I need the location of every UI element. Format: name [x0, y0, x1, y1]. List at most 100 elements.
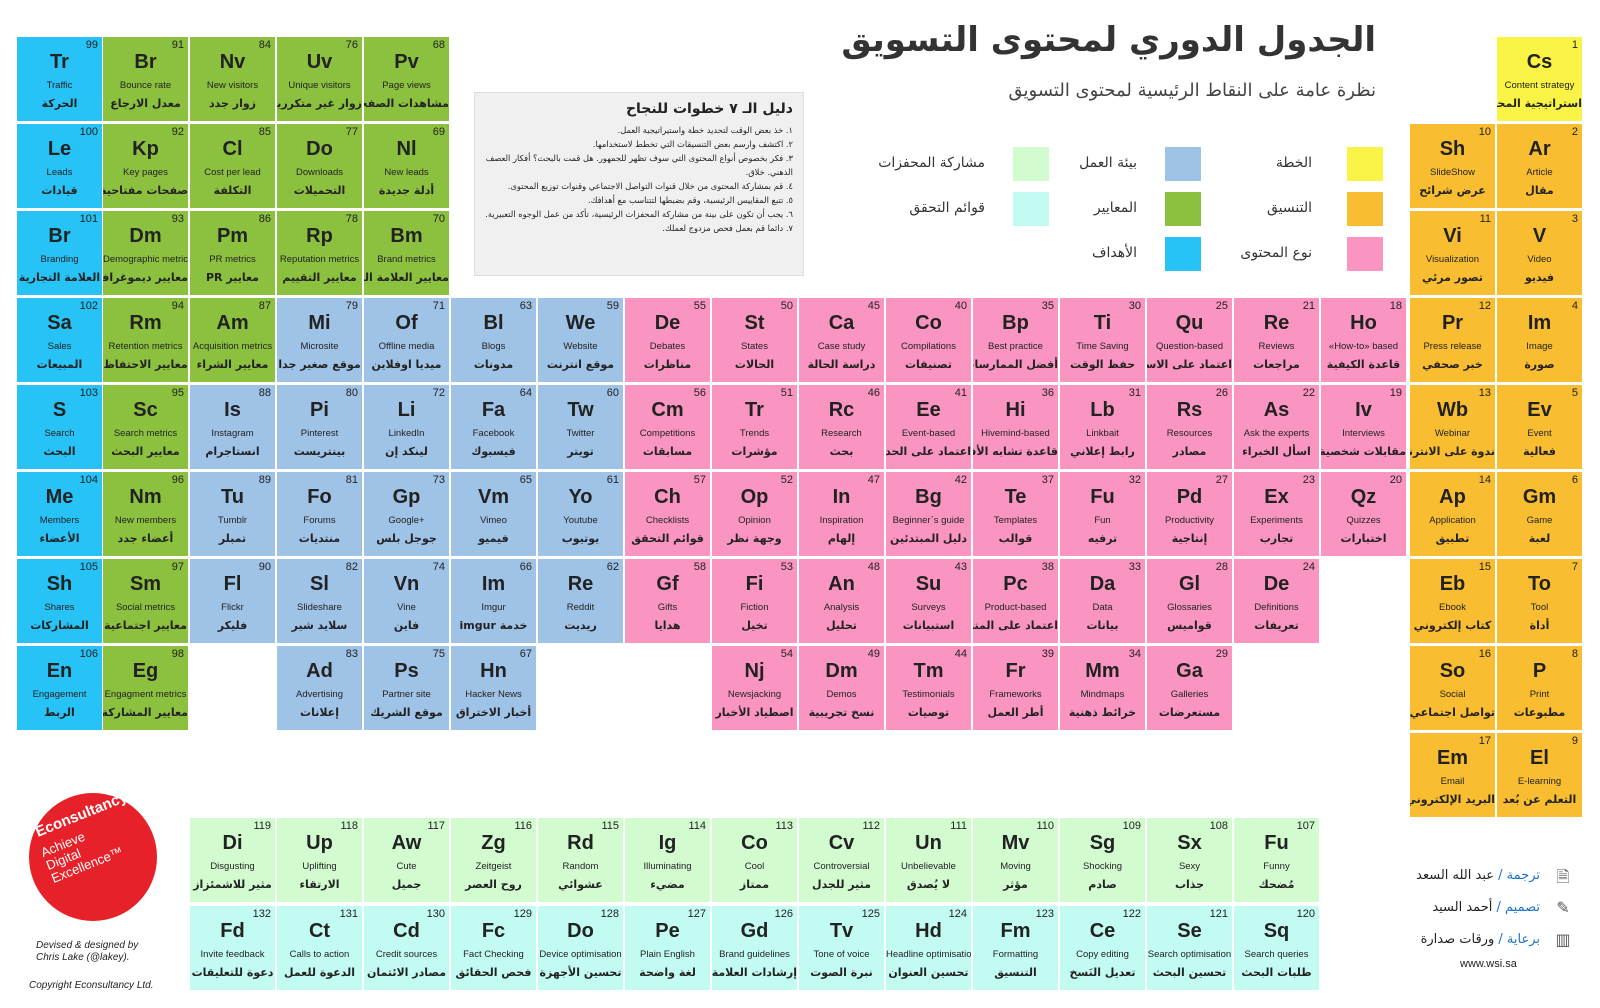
element-english-name: Print	[1529, 689, 1550, 700]
element-english-name: Flickr	[221, 602, 244, 613]
element-number: 45	[867, 300, 880, 312]
legend-label: نوع المحتوى	[1240, 245, 1312, 261]
element-cell: 14 Ap Application تطبيق	[1410, 472, 1495, 556]
legend-swatch	[1347, 192, 1383, 226]
element-arabic-name: عشوائي	[558, 878, 603, 891]
element-symbol: Gd	[740, 920, 769, 942]
element-english-name: Unbelievable	[901, 861, 956, 872]
element-english-name: Tumblr	[217, 515, 248, 526]
element-cell: 18 Ho «How-to» based قاعدة الكيفية	[1321, 298, 1406, 382]
element-arabic-name: عرض شرائح	[1419, 184, 1486, 197]
element-arabic-name: البحث	[43, 445, 76, 458]
element-cell: 123 Fm Formatting التنسيق	[973, 906, 1058, 990]
element-english-name: Analysis	[823, 602, 860, 613]
element-symbol: Gf	[656, 573, 679, 595]
element-cell: 122 Ce Copy editing تعديل النَسخ	[1060, 906, 1145, 990]
element-symbol: S	[52, 399, 67, 421]
element-arabic-name: جوجل بلس	[376, 532, 437, 545]
element-arabic-name: مستعرضات	[1158, 706, 1221, 719]
element-symbol: Fi	[745, 573, 764, 595]
legend-swatch	[1165, 147, 1201, 181]
element-cell: 69 Nl New leads أدلة جديدة	[364, 124, 449, 208]
element-cell: 10 Sh SlideShow عرض شرائح	[1410, 124, 1495, 208]
element-arabic-name: إلهام	[827, 532, 856, 545]
element-english-name: Sales	[47, 341, 72, 352]
element-symbol: Sh	[1439, 138, 1466, 160]
element-symbol: De	[1263, 573, 1290, 595]
element-arabic-name: كتاب إلكتروني	[1413, 619, 1492, 632]
legend-label: الخطة	[1275, 155, 1312, 171]
element-english-name: Cost per lead	[204, 167, 261, 178]
element-english-name: Website	[563, 341, 598, 352]
element-symbol: Gl	[1178, 573, 1201, 595]
element-english-name: Credit sources	[375, 949, 438, 960]
element-arabic-name: قاعدة تشابه الأفكار	[973, 445, 1058, 458]
element-cell: 55 De Debates مناظرات	[625, 298, 710, 382]
element-english-name: Article	[1526, 167, 1553, 178]
element-english-name: Case study	[817, 341, 866, 352]
element-arabic-name: بحث	[829, 445, 854, 458]
element-english-name: Unique visitors	[288, 80, 351, 91]
element-arabic-name: استراتيجية المحتوى	[1497, 97, 1582, 110]
element-arabic-name: الأعضاء	[39, 532, 80, 545]
element-cell: 129 Fc Fact Checking فحص الحقائق	[451, 906, 536, 990]
element-symbol: So	[1439, 660, 1466, 682]
element-symbol: Cv	[828, 832, 855, 854]
element-arabic-name: مطبوعات	[1513, 706, 1566, 719]
element-english-name: Cute	[396, 861, 417, 872]
element-english-name: Resources	[1166, 428, 1213, 439]
element-symbol: En	[46, 660, 73, 682]
element-arabic-name: ندوة على الانترنت	[1410, 445, 1495, 458]
element-cell: 27 Pd Productivity إنتاجية	[1147, 472, 1232, 556]
element-english-name: Search	[44, 428, 75, 439]
element-cell: 16 So Social تواصل اجتماعي	[1410, 646, 1495, 730]
element-cell: 48 An Analysis تحليل	[799, 559, 884, 643]
element-number: 90	[258, 561, 271, 573]
element-symbol: Hi	[1005, 399, 1026, 421]
element-english-name: SlideShow	[1430, 167, 1475, 178]
element-english-name: Hivemind-based	[981, 428, 1050, 439]
element-arabic-name: صادم	[1088, 878, 1117, 891]
element-number: 3	[1571, 213, 1578, 225]
element-cell: 82 Sl Slideshare سلايد شير	[277, 559, 362, 643]
element-number: 14	[1478, 474, 1491, 486]
element-number: 40	[954, 300, 967, 312]
element-arabic-name: لغة واضحة	[639, 966, 696, 979]
element-number: 115	[601, 820, 619, 832]
element-cell: 6 Gm Game لعبة	[1497, 472, 1582, 556]
element-number: 67	[519, 648, 532, 660]
element-symbol: Ex	[1264, 486, 1289, 508]
element-english-name: Key pages	[123, 167, 168, 178]
element-symbol: V	[1532, 225, 1547, 247]
element-arabic-name: معايير PR	[206, 271, 259, 284]
credit-line: برعاية / ورقات صدارة	[1421, 932, 1540, 947]
element-cell: 40 Co Compilations تصنيفات	[886, 298, 971, 382]
element-symbol: Eb	[1439, 573, 1466, 595]
element-number: 105	[79, 561, 98, 573]
element-cell: 119 Di Disgusting مثير للاشمئزاز	[190, 818, 275, 902]
element-english-name: Acquisition metrics	[192, 341, 273, 352]
element-symbol: To	[1528, 573, 1551, 595]
element-symbol: Di	[222, 832, 243, 854]
element-arabic-name: قيادات	[41, 184, 78, 197]
element-cell: 30 Ti Time Saving حفظ الوقت	[1060, 298, 1145, 382]
legend-label: التنسيق	[1267, 200, 1312, 216]
legend-swatch	[1165, 237, 1201, 271]
element-cell: 114 Ig Illuminating مضيء	[625, 818, 710, 902]
element-arabic-name: خبر صحفي	[1422, 358, 1483, 371]
element-cell: 8 P Print مطبوعات	[1497, 646, 1582, 730]
element-symbol: Pr	[1441, 312, 1464, 334]
element-cell: 121 Se Search optimisation تحسين البحث	[1147, 906, 1232, 990]
element-cell: 67 Hn Hacker News أخبار الاختراق	[451, 646, 536, 730]
element-symbol: Pm	[216, 225, 249, 247]
element-cell: 4 Im Image صورة	[1497, 298, 1582, 382]
element-symbol: An	[828, 573, 855, 595]
element-arabic-name: أدلة جديدة	[378, 184, 435, 197]
element-cell: 45 Ca Case study دراسة الحالة	[799, 298, 884, 382]
element-symbol: Bg	[915, 486, 942, 508]
element-number: 38	[1041, 561, 1054, 573]
element-symbol: Sc	[133, 399, 158, 421]
element-cell: 11 Vi Visualization تصور مرئي	[1410, 211, 1495, 295]
element-arabic-name: تجارب	[1259, 532, 1294, 545]
element-arabic-name: اعتماد على المنتج	[973, 619, 1058, 632]
